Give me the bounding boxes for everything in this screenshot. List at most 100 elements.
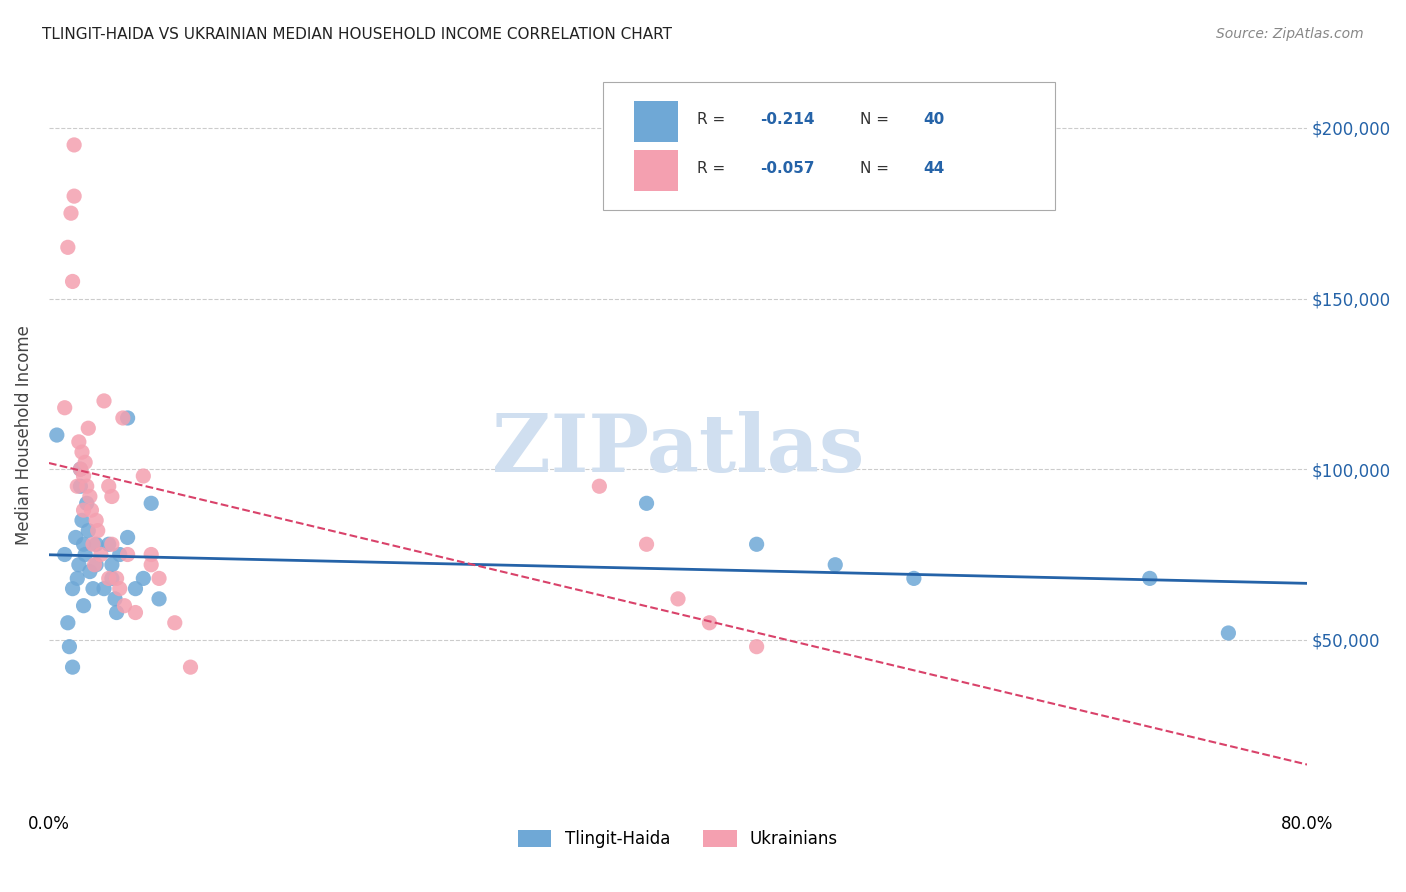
Point <box>101 537 124 551</box>
Point <box>97 571 120 585</box>
Point <box>108 548 131 562</box>
Point <box>124 582 146 596</box>
Point <box>141 548 163 562</box>
Text: Source: ZipAtlas.com: Source: ZipAtlas.com <box>1216 27 1364 41</box>
FancyBboxPatch shape <box>634 101 678 142</box>
Point <box>97 537 120 551</box>
Point <box>699 615 721 630</box>
Point <box>117 548 139 562</box>
Point <box>636 537 658 551</box>
FancyBboxPatch shape <box>603 82 1056 210</box>
Legend: Tlingit-Haida, Ukrainians: Tlingit-Haida, Ukrainians <box>512 823 845 855</box>
Point <box>84 558 107 572</box>
Point <box>97 479 120 493</box>
Point <box>75 548 97 562</box>
Point <box>93 582 115 596</box>
Point <box>65 531 87 545</box>
Point <box>163 615 186 630</box>
Point <box>76 496 98 510</box>
Point <box>141 496 163 510</box>
Point <box>62 660 84 674</box>
Point <box>72 599 94 613</box>
Text: N =: N = <box>860 161 894 176</box>
Point <box>63 189 86 203</box>
Point <box>82 582 104 596</box>
Point <box>79 490 101 504</box>
Point <box>82 537 104 551</box>
Point <box>117 411 139 425</box>
Point <box>75 455 97 469</box>
Point <box>87 524 110 538</box>
Point <box>101 558 124 572</box>
Point <box>105 606 128 620</box>
Point <box>1218 626 1240 640</box>
Point <box>70 513 93 527</box>
Point <box>588 479 610 493</box>
Point <box>824 558 846 572</box>
Point <box>93 393 115 408</box>
Point <box>90 548 112 562</box>
Point <box>76 479 98 493</box>
Point <box>72 537 94 551</box>
Point <box>63 137 86 152</box>
Point <box>101 490 124 504</box>
Point <box>67 434 90 449</box>
Point <box>56 615 79 630</box>
Text: R =: R = <box>697 112 730 128</box>
Point <box>903 571 925 585</box>
Text: -0.057: -0.057 <box>759 161 814 176</box>
Point <box>108 582 131 596</box>
Text: ZIPatlas: ZIPatlas <box>492 411 865 489</box>
Point <box>67 558 90 572</box>
Point <box>62 582 84 596</box>
Y-axis label: Median Household Income: Median Household Income <box>15 325 32 545</box>
Point <box>84 537 107 551</box>
Point <box>124 606 146 620</box>
Point <box>72 503 94 517</box>
Point <box>132 469 155 483</box>
Point <box>141 558 163 572</box>
Point <box>59 206 82 220</box>
Text: R =: R = <box>697 161 730 176</box>
Point <box>666 591 689 606</box>
Point <box>53 548 76 562</box>
Point <box>66 571 89 585</box>
Point <box>62 275 84 289</box>
Point <box>111 411 134 425</box>
Point <box>101 571 124 585</box>
Point <box>56 240 79 254</box>
Point <box>117 531 139 545</box>
Text: 44: 44 <box>924 161 945 176</box>
Point <box>69 479 91 493</box>
Point <box>77 421 100 435</box>
Point <box>179 660 201 674</box>
FancyBboxPatch shape <box>634 150 678 191</box>
Point <box>84 513 107 527</box>
Text: -0.214: -0.214 <box>759 112 814 128</box>
Point <box>105 571 128 585</box>
Point <box>114 599 136 613</box>
Text: N =: N = <box>860 112 894 128</box>
Point <box>77 524 100 538</box>
Point <box>79 565 101 579</box>
Point <box>70 445 93 459</box>
Point <box>132 571 155 585</box>
Text: 40: 40 <box>924 112 945 128</box>
Point <box>104 591 127 606</box>
Point <box>83 558 105 572</box>
Point <box>66 479 89 493</box>
Point <box>69 462 91 476</box>
Point <box>636 496 658 510</box>
Point <box>80 503 103 517</box>
Text: TLINGIT-HAIDA VS UKRAINIAN MEDIAN HOUSEHOLD INCOME CORRELATION CHART: TLINGIT-HAIDA VS UKRAINIAN MEDIAN HOUSEH… <box>42 27 672 42</box>
Point <box>53 401 76 415</box>
Point <box>45 428 67 442</box>
Point <box>58 640 80 654</box>
Point <box>1139 571 1161 585</box>
Point <box>69 462 91 476</box>
Point <box>745 537 768 551</box>
Point <box>72 469 94 483</box>
Point <box>148 571 170 585</box>
Point <box>745 640 768 654</box>
Point <box>148 591 170 606</box>
